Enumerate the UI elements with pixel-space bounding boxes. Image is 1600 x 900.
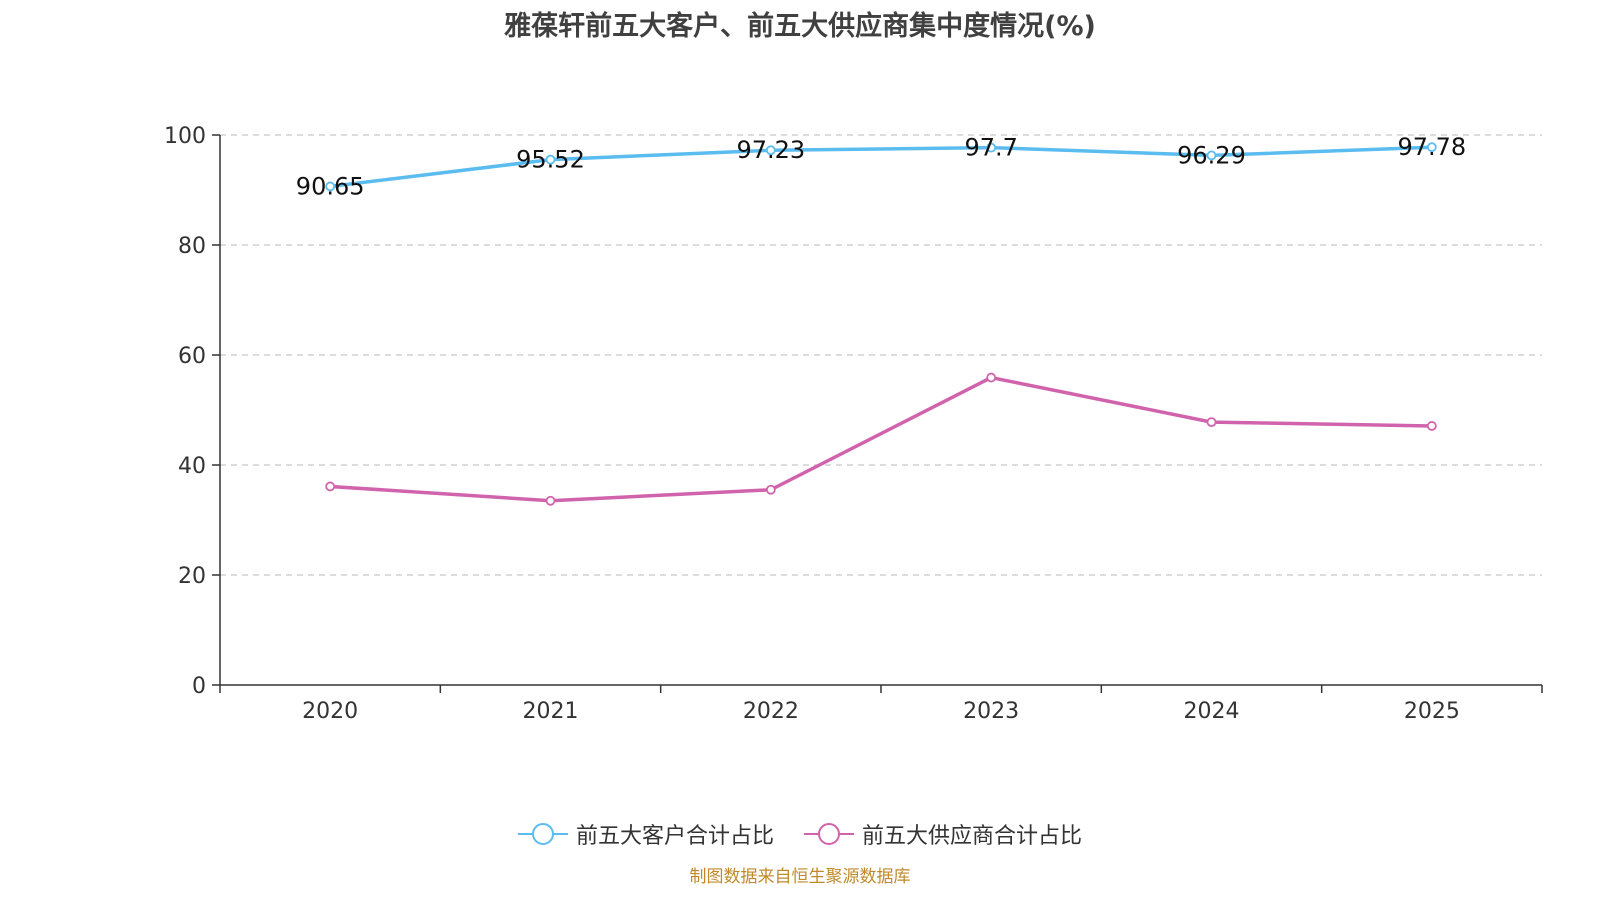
series-0-point-2023 <box>986 142 997 153</box>
x-tick-label-2023: 2023 <box>963 699 1019 724</box>
y-tick-label-100: 100 <box>164 124 206 149</box>
series-1-point-2023 <box>986 372 997 383</box>
legend-marker-customers-icon <box>517 822 568 846</box>
series-1-point-2024 <box>1206 417 1217 428</box>
x-tick-label-2022: 2022 <box>743 699 799 724</box>
legend-item-customers[interactable]: 前五大客户合计占比 <box>517 818 774 850</box>
x-tick-label-2020: 2020 <box>302 699 358 724</box>
series-0-point-2025 <box>1426 142 1437 153</box>
series-1-point-2025 <box>1426 421 1437 431</box>
y-tick-label-80: 80 <box>178 234 206 259</box>
data-label-0-2021: 95.52 <box>516 146 585 174</box>
series-1-point-2020 <box>325 481 336 492</box>
legend: 前五大客户合计占比 前五大供应商合计占比 <box>0 818 1600 850</box>
x-tick-label-2025: 2025 <box>1404 699 1460 724</box>
series-1-point-2022 <box>765 484 776 495</box>
series-line-1 <box>330 375 1432 503</box>
series-0-point-2021 <box>545 154 556 165</box>
legend-item-suppliers[interactable]: 前五大供应商合计占比 <box>804 818 1082 850</box>
series-0-point-2022 <box>765 145 776 156</box>
data-label-0-2024: 96.29 <box>1177 141 1246 169</box>
y-tick-label-40: 40 <box>178 454 206 479</box>
x-tick-label-2024: 2024 <box>1184 699 1240 724</box>
legend-label-suppliers: 前五大供应商合计占比 <box>862 824 1083 849</box>
legend-label-customers: 前五大客户合计占比 <box>575 824 774 849</box>
data-source: 制图数据来自恒生聚源数据库 <box>689 867 911 887</box>
data-label-0-2023: 97.7 <box>964 134 1017 162</box>
series-0-point-2020 <box>325 181 336 192</box>
y-tick-label-60: 60 <box>178 344 206 369</box>
chart-title: 雅葆轩前五大客户、前五大供应商集中度情况(%) <box>504 11 1096 42</box>
series-1-point-2021 <box>545 495 556 506</box>
y-tick-label-20: 20 <box>178 564 206 589</box>
series-line-0 <box>329 145 1432 189</box>
series-0-point-2024 <box>1206 150 1217 161</box>
data-label-0-2022: 97.23 <box>736 136 805 164</box>
data-label-0-2020: 90.65 <box>296 172 365 200</box>
x-tick-label-2021: 2021 <box>523 699 579 724</box>
y-tick-label-0: 0 <box>192 674 206 699</box>
data-label-0-2025: 97.78 <box>1397 133 1466 161</box>
legend-marker-suppliers-icon <box>804 822 854 846</box>
